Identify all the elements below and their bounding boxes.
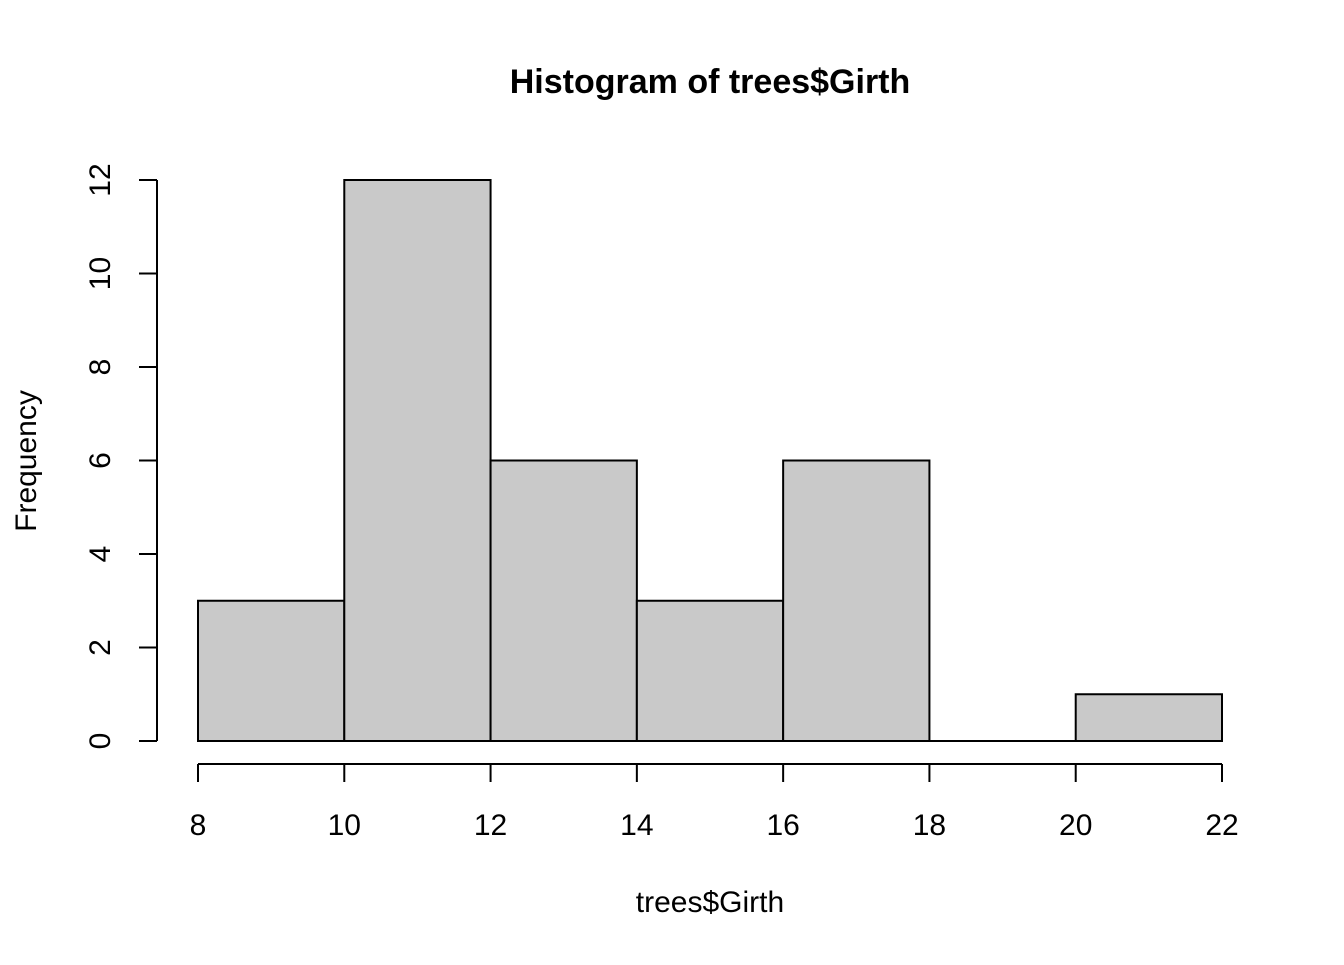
y-axis: 0 2 4 6 8 10 12 [84, 163, 158, 749]
x-axis-label: trees$Girth [636, 886, 784, 919]
histogram-bar [489, 459, 638, 742]
y-tick-label: 8 [84, 359, 117, 376]
y-tick-label: 4 [84, 546, 117, 563]
y-tick-label: 10 [84, 257, 117, 290]
bars-layer [197, 179, 1223, 742]
y-tick-label: 12 [84, 163, 117, 196]
x-tick-label: 8 [190, 809, 207, 842]
x-axis: 8 10 12 14 16 18 20 22 [190, 763, 1239, 842]
x-tick-label: 12 [474, 809, 507, 842]
x-tick-label: 20 [1059, 809, 1092, 842]
y-axis-label: Frequency [10, 390, 43, 532]
histogram-bar [1074, 693, 1223, 742]
histogram-bar [782, 459, 931, 742]
y-ticks: 0 2 4 6 8 10 12 [84, 163, 157, 749]
x-tick-label: 18 [913, 809, 946, 842]
x-ticks: 8 10 12 14 16 18 20 22 [190, 764, 1239, 842]
histogram-bar [635, 599, 785, 742]
histogram-bar [197, 599, 346, 742]
y-tick-label: 0 [84, 733, 117, 750]
x-tick-label: 14 [620, 809, 653, 842]
chart-title: Histogram of trees$Girth [510, 63, 911, 101]
y-tick-label: 2 [84, 639, 117, 656]
y-tick-label: 6 [84, 452, 117, 469]
x-tick-label: 22 [1205, 809, 1238, 842]
histogram-bar [343, 179, 492, 742]
x-tick-label: 10 [328, 809, 361, 842]
x-tick-label: 16 [766, 809, 799, 842]
